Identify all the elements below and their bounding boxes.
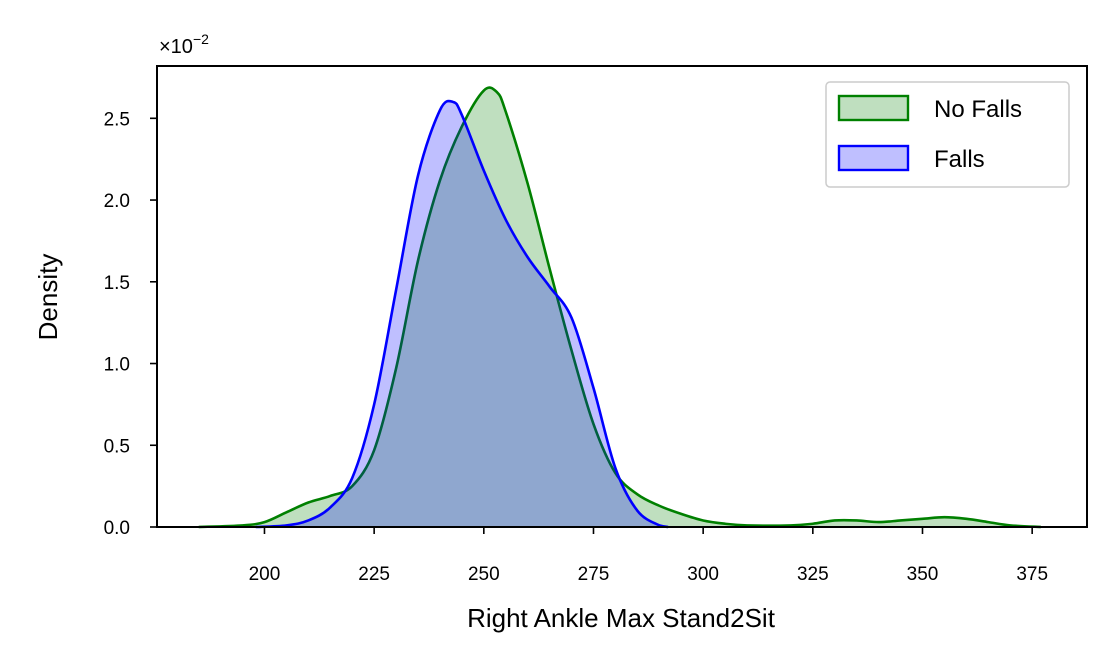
x-tick-label: 325 — [797, 564, 829, 585]
y-tick-label: 2.5 — [104, 109, 130, 130]
y-tick-label: 2.0 — [104, 191, 130, 212]
x-tick-label: 250 — [468, 564, 500, 585]
x-tick-label: 275 — [578, 564, 610, 585]
legend-box — [825, 81, 1070, 188]
x-tick-label: 375 — [1016, 564, 1048, 585]
y-scale-exponent: −2 — [193, 31, 209, 47]
series-areas — [198, 86, 1042, 529]
y-tick-label: 1.5 — [104, 273, 130, 294]
y-scale-label: ×10−2 — [159, 31, 209, 58]
x-tick-label: 300 — [687, 564, 719, 585]
axes: 200 225 250 275 300 325 350 375 0.0 0.5 1.0 1.5 2.0 2… — [104, 65, 1088, 585]
y-scale-base: ×10 — [159, 36, 193, 58]
legend-swatch-no-falls — [837, 94, 910, 122]
x-tick-label: 350 — [907, 564, 939, 585]
x-axis-label: Right Ankle Max Stand2Sit — [467, 603, 776, 633]
area-fill-falls — [255, 100, 669, 527]
density-line-falls — [255, 99, 669, 529]
area-fill-no-falls — [198, 87, 1041, 527]
y-tick-label: 0.5 — [104, 436, 130, 457]
x-tick-label: 200 — [249, 564, 281, 585]
legend-label-no-falls: No Falls — [934, 96, 1022, 123]
x-tick-label: 225 — [358, 564, 390, 585]
y-tick-label: 1.0 — [104, 355, 130, 376]
legend-swatch-falls — [837, 144, 910, 172]
legend: No Falls Falls — [825, 81, 1070, 188]
density-line-no-falls — [198, 86, 1042, 529]
y-tick-label: 0.0 — [104, 518, 130, 539]
legend-label-falls: Falls — [934, 146, 985, 173]
plot-frame — [156, 65, 1088, 528]
y-axis-label: Density — [33, 254, 63, 341]
